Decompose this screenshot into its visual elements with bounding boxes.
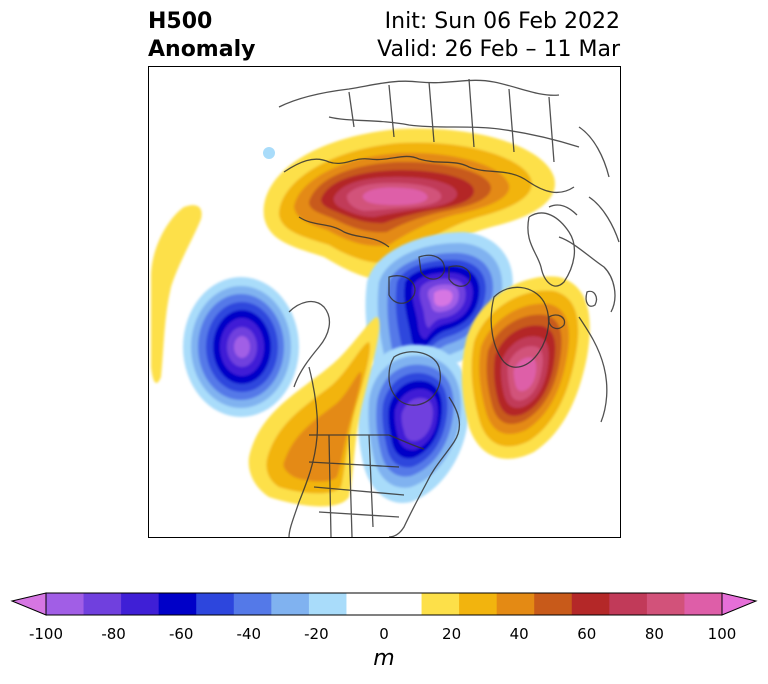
colorbar-segment [571,593,610,615]
colorbar-tick-label: 80 [644,625,664,643]
colorbar-min-extend [10,592,47,616]
colorbar-segment [646,593,685,615]
map-canvas [151,78,620,537]
colorbar-segment [421,593,460,615]
field-title-line1: H500 [148,9,213,34]
init-date: Init: Sun 06 Feb 2022 [384,9,620,34]
colorbar-segment [233,593,272,615]
small-negative-blob [263,147,275,159]
colorbar-tick-label: 0 [379,625,389,643]
colorbar-segment [271,593,310,615]
field-title: H500 Anomaly [148,8,255,64]
coastlines [278,78,620,537]
colorbar-tick-label: -40 [236,625,262,643]
pacific-positive-anomaly [151,205,202,383]
anomaly-map [148,66,621,538]
colorbar-segment [83,593,122,615]
hudson-negative-anomaly [357,344,470,503]
colorbar-max-extend [721,592,758,616]
colorbar-segment [459,593,498,615]
colorbar-segment [346,593,385,615]
colorbar-tick-label: -100 [28,625,64,643]
colorbar-unit-label: m [373,646,395,671]
colorbar-tick-label: -20 [304,625,329,643]
colorbar [10,592,758,616]
colorbar-segment [46,593,85,615]
colorbar-tick-label: 60 [577,625,597,643]
colorbar-segment [384,593,423,615]
colorbar-segment [534,593,573,615]
siberia-positive-anomaly [263,128,555,281]
date-title: Init: Sun 06 Feb 2022 Valid: 26 Feb – 11… [377,8,620,64]
field-title-line2: Anomaly [148,37,256,62]
colorbar-tick-label: -60 [168,625,194,643]
colorbar-segment [196,593,235,615]
alaska-negative-anomaly [183,277,299,417]
colorbar-segment [496,593,535,615]
western-us-positive-anomaly [248,317,380,507]
colorbar-segment [308,593,347,615]
colorbar-tick-label: 40 [509,625,529,643]
valid-range: Valid: 26 Feb – 11 Mar [377,37,620,62]
colorbar-segment [158,593,197,615]
colorbar-frame [45,592,723,616]
colorbar-segment [684,593,723,615]
colorbar-tick-label: -80 [101,625,126,643]
colorbar-tick-label: 20 [442,625,462,643]
colorbar-segments [46,593,723,615]
colorbar-tick-label: 100 [707,625,737,643]
colorbar-segment [121,593,160,615]
colorbar-segment [609,593,648,615]
